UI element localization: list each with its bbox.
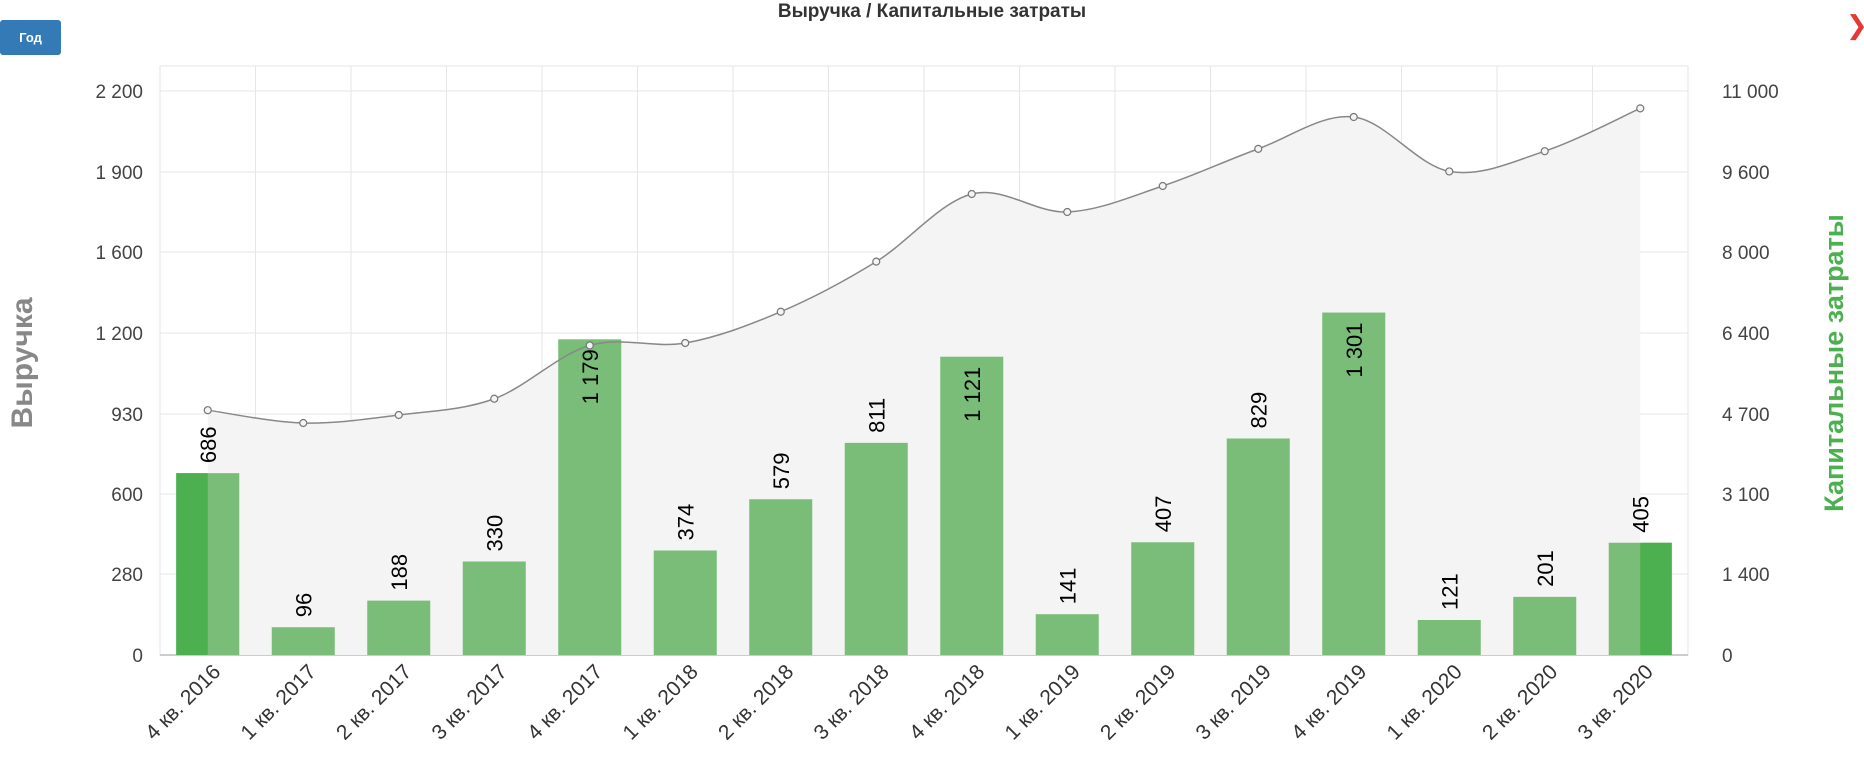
bar — [1131, 542, 1195, 655]
left-tick-label: 1 600 — [95, 243, 143, 264]
right-tick-label: 11 000 — [1722, 82, 1779, 103]
left-tick-label: 0 — [132, 646, 143, 667]
x-tick-label: 2 кв. 2019 — [1096, 660, 1180, 744]
bar-value-labels: 686 96 188 330 1 179 374 579 811 1 121 141 407 829 1… — [196, 323, 1654, 618]
bar-value-label: 579 — [769, 453, 794, 490]
x-tick-label: 1 кв. 2020 — [1382, 660, 1466, 744]
x-tick-label: 3 кв. 2019 — [1191, 660, 1275, 744]
bar-highlight — [1640, 542, 1672, 655]
bar — [367, 600, 431, 655]
right-tick-label: 1 400 — [1722, 565, 1770, 586]
bar-value-label: 1 121 — [960, 367, 985, 422]
left-axis-ticks: 0 280 600 930 1 200 1 600 1 900 2 200 — [95, 82, 143, 667]
right-axis-title: Капитальные затраты — [1819, 214, 1849, 512]
bar-highlight — [176, 473, 208, 655]
capex-point — [1445, 167, 1454, 176]
left-tick-label: 1 900 — [95, 163, 143, 184]
capex-point — [1158, 181, 1167, 191]
x-axis-ticks: 4 кв. 2016 1 кв. 2017 2 кв. 2017 3 кв. 2017… — [141, 660, 1658, 744]
bar-value-label: 1 179 — [578, 349, 603, 404]
capex-point — [1540, 147, 1549, 156]
bar — [844, 442, 908, 655]
bar-value-label: 407 — [1151, 496, 1176, 533]
capex-point — [776, 307, 785, 316]
x-tick-label: 2 кв. 2017 — [332, 660, 416, 744]
left-tick-label: 930 — [111, 405, 143, 426]
capex-point — [1254, 144, 1263, 153]
capex-point — [1636, 104, 1645, 113]
left-axis-title: Выручка — [6, 297, 39, 428]
x-tick-label: 1 кв. 2017 — [236, 660, 320, 744]
x-tick-label: 4 кв. 2016 — [141, 660, 225, 744]
x-tick-label: 2 кв. 2018 — [714, 660, 798, 744]
capex-point — [490, 394, 499, 403]
bar-value-label: 829 — [1246, 392, 1271, 429]
capex-point — [394, 410, 403, 420]
bar — [271, 627, 335, 655]
capex-point — [872, 257, 881, 266]
left-tick-label: 1 200 — [95, 324, 143, 345]
bar-value-label: 374 — [673, 504, 698, 541]
bar-value-label: 405 — [1628, 496, 1653, 533]
x-tick-label: 2 кв. 2020 — [1478, 660, 1562, 744]
right-tick-label: 4 700 — [1722, 405, 1770, 426]
bar-value-label: 188 — [387, 554, 412, 591]
bar-value-label: 201 — [1533, 550, 1558, 587]
capex-point — [299, 418, 308, 428]
bar — [653, 550, 717, 655]
capex-points — [203, 104, 1645, 428]
capex-point — [681, 338, 690, 348]
capex-point — [967, 189, 976, 199]
capex-line — [207, 107, 1641, 424]
x-tick-label: 3 кв. 2017 — [427, 660, 511, 744]
bar — [1513, 596, 1577, 655]
x-tick-label: 3 кв. 2020 — [1573, 660, 1657, 744]
bar — [1035, 614, 1099, 655]
capex-point — [203, 406, 212, 415]
bar-value-label: 96 — [291, 593, 316, 617]
right-tick-label: 6 400 — [1722, 324, 1770, 345]
right-tick-label: 3 100 — [1722, 485, 1770, 506]
bar-value-label: 1 301 — [1342, 323, 1367, 378]
capex-line-series — [207, 107, 1641, 424]
bar-value-label: 686 — [196, 426, 221, 463]
capex-point — [1349, 112, 1358, 122]
bar — [462, 561, 526, 655]
bar — [1226, 438, 1290, 655]
chart-title: Выручка / Капитальные затраты — [778, 1, 1086, 22]
bar — [749, 499, 813, 655]
x-tick-label: 1 кв. 2019 — [1000, 660, 1084, 744]
x-tick-label: 4 кв. 2017 — [523, 660, 607, 744]
right-axis-ticks: 0 1 400 3 100 4 700 6 400 8 000 9 600 11 000 — [1722, 82, 1779, 667]
x-tick-label: 4 кв. 2018 — [905, 660, 989, 744]
capex-point — [585, 341, 594, 350]
bar — [1322, 312, 1386, 655]
revenue-bars — [176, 312, 1672, 655]
bar — [940, 356, 1004, 655]
bar-value-label: 141 — [1055, 567, 1080, 604]
right-tick-label: 0 — [1722, 646, 1733, 667]
bar-value-label: 121 — [1437, 573, 1462, 610]
right-tick-label: 9 600 — [1722, 163, 1770, 184]
bar-value-label: 330 — [482, 515, 507, 552]
chevron-right-icon[interactable]: ❯ — [1846, 8, 1864, 44]
x-tick-label: 4 кв. 2019 — [1287, 660, 1371, 744]
left-tick-label: 2 200 — [95, 82, 143, 103]
x-tick-label: 3 кв. 2018 — [809, 660, 893, 744]
x-tick-label: 1 кв. 2018 — [618, 660, 702, 744]
capex-point — [1063, 207, 1072, 217]
left-tick-label: 600 — [111, 485, 143, 506]
bar — [558, 339, 622, 655]
bar-value-label: 811 — [864, 398, 889, 433]
left-tick-label: 280 — [111, 565, 143, 586]
period-year-button[interactable]: Год — [0, 20, 61, 55]
right-tick-label: 8 000 — [1722, 243, 1770, 264]
bar — [1417, 619, 1481, 655]
